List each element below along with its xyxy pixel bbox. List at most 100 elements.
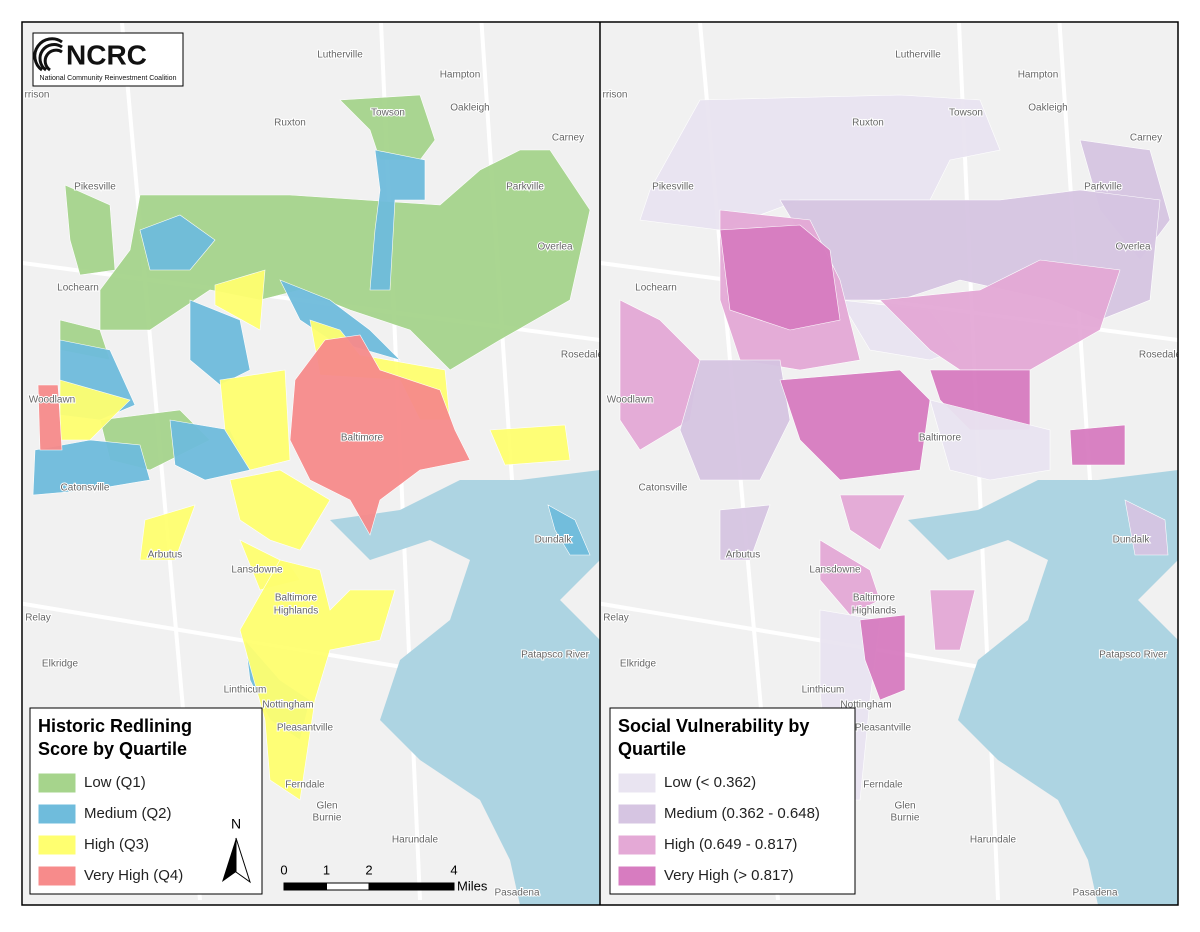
region	[139, 214, 216, 271]
region	[839, 494, 906, 551]
place-label: Rosedale	[561, 350, 604, 361]
north-label: N	[231, 816, 241, 832]
place-label: Highlands	[852, 606, 896, 617]
legend-title-line: Quartile	[618, 739, 686, 759]
place-label: Hampton	[1018, 70, 1059, 81]
place-label: Oakleigh	[450, 103, 489, 114]
legend-label: Very High (> 0.817)	[664, 867, 794, 884]
legend-swatch	[37, 865, 77, 887]
place-label: Baltimore	[853, 593, 896, 604]
place-label: Dundalk	[1113, 535, 1151, 546]
place-label: Harundale	[392, 835, 439, 846]
region	[1124, 499, 1169, 556]
place-label: Catonsville	[639, 483, 688, 494]
legend-title-line: Social Vulnerability by	[618, 716, 809, 736]
scale-tick-label: 0	[280, 862, 287, 877]
legend-label: Low (Q1)	[84, 774, 146, 791]
legend-box	[609, 707, 856, 895]
logo-name: NCRC	[66, 39, 147, 70]
place-label: rrison	[602, 90, 627, 101]
place-label: Dundalk	[535, 535, 573, 546]
place-label: Overlea	[537, 242, 572, 253]
place-label: Relay	[25, 613, 51, 624]
place-label: Lochearn	[635, 283, 677, 294]
place-label: Pasadena	[494, 888, 539, 899]
place-label: Arbutus	[148, 550, 182, 561]
region	[819, 539, 881, 616]
place-label: Relay	[603, 613, 629, 624]
region	[214, 269, 266, 331]
place-label: Rosedale	[1139, 350, 1182, 361]
place-label: Pleasantville	[277, 723, 334, 734]
place-label: Woodlawn	[29, 395, 76, 406]
place-label: Ruxton	[274, 118, 306, 129]
place-label: Ferndale	[285, 780, 325, 791]
legend-box	[29, 707, 263, 895]
water	[330, 470, 600, 905]
legend-swatch	[617, 803, 657, 825]
place-label: Lochearn	[57, 283, 99, 294]
place-label: Parkville	[506, 182, 544, 193]
place-label: Towson	[949, 108, 983, 119]
place-label: Baltimore	[919, 433, 962, 444]
scale-segment	[326, 882, 370, 891]
vulnerability-map: rrison Lutherville Hampton Oakleigh Towson Ru…	[601, 23, 1182, 905]
region	[64, 184, 116, 276]
place-label: Pasadena	[1072, 888, 1117, 899]
region	[679, 359, 791, 481]
place-label: Patapsco River	[521, 650, 589, 661]
region	[239, 559, 396, 801]
place-label: Hampton	[440, 70, 481, 81]
legend-swatch	[37, 803, 77, 825]
place-label: Glen	[316, 801, 337, 812]
scale-tick-label: 2	[365, 862, 372, 877]
logo-subtitle: National Community Reinvestment Coalitio…	[40, 75, 177, 82]
place-label: Oakleigh	[1028, 103, 1067, 114]
region	[779, 369, 931, 481]
region	[229, 469, 331, 551]
arrow-left	[222, 838, 236, 882]
legend-title: Historic Redlining Score by Quartile	[38, 716, 192, 759]
place-label: Woodlawn	[607, 395, 654, 406]
region	[289, 334, 471, 536]
north-arrow: N	[222, 816, 251, 884]
legend-label: Very High (Q4)	[84, 867, 183, 884]
legend-swatch	[617, 865, 657, 887]
scale-segment	[368, 882, 455, 891]
logo-box	[32, 32, 184, 87]
logo: NCRC National Community Reinvestment Coa…	[32, 32, 184, 87]
legend-swatch	[617, 772, 657, 794]
legend-title: Social Vulnerability by Quartile	[618, 716, 809, 759]
place-label: rrison	[24, 90, 49, 101]
scale-tick-label: 4	[450, 862, 457, 877]
region	[547, 504, 591, 556]
place-label: Ruxton	[852, 118, 884, 129]
region	[1069, 424, 1126, 466]
place-label: Lansdowne	[231, 565, 283, 576]
region	[879, 259, 1121, 371]
region	[279, 279, 402, 361]
place-label: Highlands	[274, 606, 318, 617]
scale-segment	[283, 882, 327, 891]
place-label: Elkridge	[42, 659, 79, 670]
water	[908, 470, 1178, 905]
legend: Historic Redlining Score by Quartile Low (…	[29, 707, 263, 895]
region	[719, 504, 771, 561]
legend-swatch	[617, 834, 657, 856]
region	[929, 589, 976, 651]
legend: Social Vulnerability by Quartile Low (< 0.…	[609, 707, 856, 895]
logo-icon	[33, 37, 63, 72]
place-label: Patapsco River	[1099, 650, 1167, 661]
legend-swatch	[37, 772, 77, 794]
place-label: Pleasantville	[855, 723, 912, 734]
region	[489, 424, 571, 466]
place-label: Nottingham	[262, 700, 313, 711]
region	[99, 149, 591, 371]
place-label: Catonsville	[61, 483, 110, 494]
legend-label: Medium (Q2)	[84, 805, 172, 822]
scale-tick-label: 1	[323, 862, 330, 877]
place-label: Carney	[1130, 133, 1162, 144]
place-label: Baltimore	[275, 593, 318, 604]
legend-title-line: Historic Redlining	[38, 716, 192, 736]
